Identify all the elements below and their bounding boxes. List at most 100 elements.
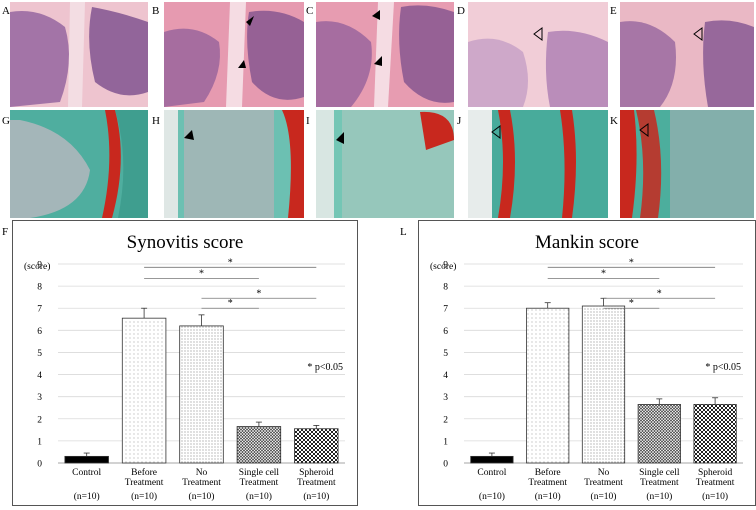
arrowhead-icon	[184, 130, 194, 140]
category-label: Single cell	[239, 468, 280, 478]
n-label: (n=10)	[591, 491, 617, 502]
histology-panel-j	[468, 110, 608, 218]
category-label: No	[598, 468, 610, 478]
significance-star: *	[256, 288, 261, 299]
bar-4	[294, 428, 339, 464]
bar-0	[470, 455, 514, 464]
histology-panel-d	[468, 2, 608, 107]
n-label: (n=10)	[131, 491, 157, 502]
panel-label: F	[2, 226, 9, 238]
y-tick-label: 5	[37, 349, 42, 359]
safranin-stain-image	[316, 110, 454, 218]
category-label: Control	[477, 468, 506, 478]
safranin-stain-image	[164, 110, 304, 218]
bar-2	[581, 305, 626, 464]
n-label: (n=10)	[702, 491, 728, 502]
bar-3	[236, 426, 282, 464]
he-stain-image	[316, 2, 454, 107]
synovitis-chart: Synovitis score (score) 0 1 2 3 4 5 6 7 8 9 Control (…	[12, 220, 358, 506]
category-label: Treatment	[528, 478, 567, 488]
y-tick-label: 1	[37, 437, 42, 447]
mankin-chart-svg: Mankin score (score) 0 1 2 3 4 5 6 7 8 9 Control (n=1…	[430, 232, 743, 502]
n-label: (n=10)	[646, 491, 672, 502]
category-label: Treatment	[182, 478, 221, 488]
open-arrowhead-icon	[639, 123, 649, 137]
n-label: (n=10)	[189, 491, 215, 502]
open-arrowhead-icon	[533, 27, 543, 41]
histology-panel-i	[316, 110, 454, 218]
y-tick-label: 4	[443, 371, 448, 381]
y-tick-label: 1	[443, 437, 448, 447]
y-tick-label: 2	[37, 415, 42, 425]
panel-label: J	[457, 115, 462, 127]
panel-label: D	[457, 5, 465, 17]
category-label: Treatment	[584, 478, 623, 488]
histology-panel-h	[164, 110, 304, 218]
category-label: Treatment	[125, 478, 164, 488]
synovitis-chart-svg: Synovitis score (score) 0 1 2 3 4 5 6 7 8 9 Control (…	[24, 232, 345, 502]
arrowhead-icon	[372, 10, 380, 20]
arrowhead-icon	[374, 56, 382, 66]
panel-label: K	[610, 115, 618, 127]
y-tick-label: 3	[37, 393, 42, 403]
y-tick-label: 6	[443, 327, 448, 337]
y-axis-label: (score)	[24, 261, 50, 272]
y-tick-label: 2	[443, 415, 448, 425]
y-tick-label: 9	[37, 261, 42, 271]
significance-star: *	[228, 257, 233, 268]
he-stain-image	[468, 2, 608, 107]
y-tick-label: 0	[37, 460, 42, 470]
bar-0	[64, 455, 109, 464]
category-label: Before	[131, 467, 157, 478]
significance-star: *	[601, 268, 606, 279]
safranin-stain-image	[10, 110, 148, 218]
he-stain-image	[10, 2, 148, 107]
panel-label: G	[2, 115, 10, 127]
histology-panel-e	[620, 2, 754, 107]
significance-star: *	[199, 268, 204, 279]
category-label: Treatment	[297, 478, 336, 488]
y-tick-label: 6	[37, 327, 42, 337]
category-label: No	[196, 468, 208, 478]
significance-star: *	[657, 288, 662, 299]
y-tick-label: 4	[37, 371, 42, 381]
histology-panel-k	[620, 110, 754, 218]
panel-label: B	[152, 5, 160, 17]
histology-panel-a	[10, 2, 148, 107]
n-label: (n=10)	[74, 491, 100, 502]
category-label: Treatment	[240, 478, 279, 488]
y-tick-label: 8	[443, 283, 448, 293]
mankin-chart: Mankin score (score) 0 1 2 3 4 5 6 7 8 9 Control (n=1…	[418, 220, 756, 506]
category-label: Single cell	[639, 468, 680, 478]
panel-label: I	[306, 115, 310, 127]
bar-3	[637, 404, 681, 464]
panel-label: H	[152, 115, 160, 127]
bar-1	[526, 307, 570, 464]
open-arrowhead-icon	[693, 27, 703, 41]
y-tick-label: 8	[37, 283, 42, 293]
chart-title: Synovitis score	[127, 232, 244, 253]
y-axis-label: (score)	[430, 261, 456, 272]
chart-title: Mankin score	[535, 232, 639, 253]
bar-4	[693, 404, 737, 464]
he-stain-image	[164, 2, 304, 107]
significance-star: *	[228, 298, 233, 309]
safranin-stain-image	[468, 110, 608, 218]
p-value-note: * p<0.05	[307, 362, 343, 373]
histology-panel-g	[10, 110, 148, 218]
arrowhead-icon	[246, 16, 254, 26]
open-arrowhead-icon	[491, 125, 501, 139]
n-label: (n=10)	[303, 491, 329, 502]
category-label: Treatment	[696, 478, 735, 488]
histology-panel-c	[316, 2, 454, 107]
arrowhead-icon	[238, 60, 246, 68]
he-stain-image	[620, 2, 754, 107]
panel-label: E	[610, 5, 617, 17]
category-label: Spheroid	[299, 468, 334, 478]
y-tick-label: 0	[443, 460, 448, 470]
category-label: Before	[535, 467, 561, 478]
y-tick-label: 5	[443, 349, 448, 359]
p-value-note: * p<0.05	[705, 362, 741, 373]
panel-label: C	[306, 5, 314, 17]
panel-label: L	[400, 226, 407, 238]
